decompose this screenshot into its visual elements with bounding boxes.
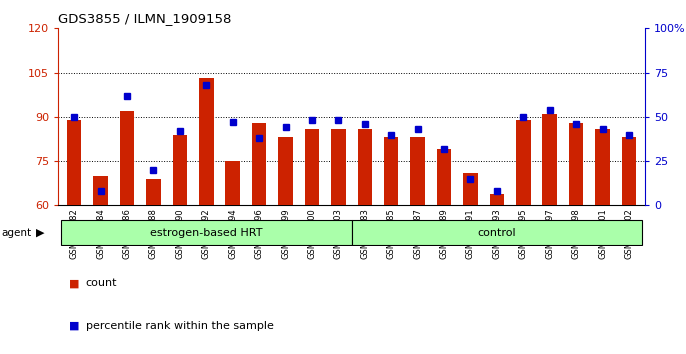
Text: agent: agent <box>1 228 32 238</box>
Bar <box>173 135 187 205</box>
Bar <box>569 123 583 205</box>
Bar <box>516 120 530 205</box>
Bar <box>93 176 108 205</box>
Bar <box>252 123 266 205</box>
Bar <box>305 129 319 205</box>
Bar <box>490 194 504 205</box>
Text: control: control <box>477 228 516 238</box>
Bar <box>67 120 82 205</box>
Bar <box>463 173 477 205</box>
Bar <box>384 137 399 205</box>
FancyBboxPatch shape <box>61 220 351 246</box>
Bar <box>226 161 240 205</box>
Bar <box>410 137 425 205</box>
Bar <box>199 79 213 205</box>
Bar <box>357 129 372 205</box>
Bar <box>146 179 161 205</box>
Text: estrogen-based HRT: estrogen-based HRT <box>150 228 263 238</box>
Bar <box>279 137 293 205</box>
Bar <box>437 149 451 205</box>
Bar <box>595 129 610 205</box>
Text: GDS3855 / ILMN_1909158: GDS3855 / ILMN_1909158 <box>58 12 232 25</box>
Text: ■: ■ <box>69 321 79 331</box>
Bar <box>331 129 346 205</box>
Bar <box>622 137 636 205</box>
Text: count: count <box>86 278 117 288</box>
Bar <box>120 111 134 205</box>
Text: ▶: ▶ <box>36 228 44 238</box>
Text: percentile rank within the sample: percentile rank within the sample <box>86 321 274 331</box>
Bar <box>543 114 557 205</box>
Text: ■: ■ <box>69 278 79 288</box>
FancyBboxPatch shape <box>351 220 642 246</box>
